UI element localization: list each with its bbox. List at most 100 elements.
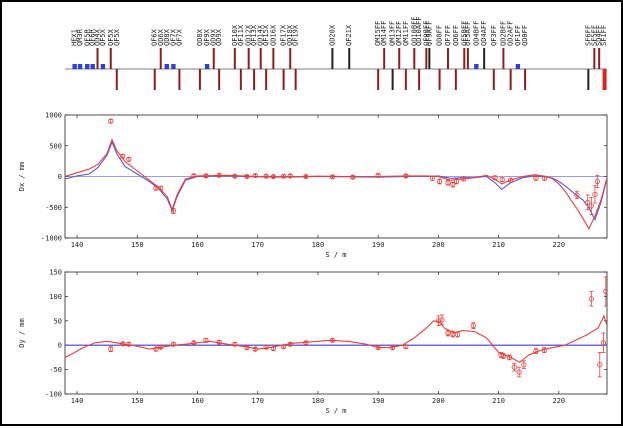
lattice-element xyxy=(428,48,431,69)
lattice-element xyxy=(72,64,77,69)
lattice-element xyxy=(398,48,401,69)
lattice-element-label: QD18X xyxy=(286,24,294,46)
lattice-element-label: QF5AFF xyxy=(464,21,472,46)
data-point xyxy=(588,296,594,302)
x-tick-label: 210 xyxy=(492,241,505,249)
lattice-element-label: QF13X xyxy=(250,24,258,46)
plot-area xyxy=(65,276,607,378)
data-point xyxy=(287,173,293,179)
data-point xyxy=(506,354,513,360)
x-tick-label: 180 xyxy=(312,397,325,405)
x-tick-label: 160 xyxy=(191,397,204,405)
data-point xyxy=(126,341,132,347)
data-point xyxy=(252,172,258,179)
lattice-element-label: QD4X xyxy=(94,28,102,46)
data-point xyxy=(541,347,547,353)
lattice-element-label: QD10AFF xyxy=(415,16,423,46)
lattice-element-label: QF15X xyxy=(262,24,270,46)
x-tick-label: 150 xyxy=(131,397,144,405)
lattice-element-label: QD6FF xyxy=(452,25,460,46)
data-point xyxy=(499,176,505,183)
lattice-element-label: QD2AFF xyxy=(507,21,515,46)
x-tick-label: 160 xyxy=(191,241,204,249)
lattice-element xyxy=(463,48,466,69)
lattice-element-label: QF19X xyxy=(292,24,300,46)
y-tick-label: 50 xyxy=(54,317,62,325)
lattice-element xyxy=(272,48,275,69)
data-point xyxy=(461,176,467,182)
lattice-element-label: QD10BFF xyxy=(410,16,418,46)
lattice-element xyxy=(454,69,457,90)
lattice-element-label: QD8X xyxy=(196,28,204,46)
lattice-element-label: QF5X xyxy=(99,28,107,46)
x-tick-label: 150 xyxy=(131,241,144,249)
lattice-element xyxy=(593,48,596,69)
data-point xyxy=(263,344,269,350)
lattice-element xyxy=(96,48,99,69)
y-tick-label: -100 xyxy=(45,391,62,399)
data-point xyxy=(153,346,159,352)
lattice-element-label: QF7FF xyxy=(444,25,452,46)
lattice-element xyxy=(204,64,210,69)
lattice-element xyxy=(331,48,334,69)
lattice-element-label: SD4FF xyxy=(595,25,603,46)
data-point xyxy=(281,344,287,350)
x-tick-label: 140 xyxy=(71,397,84,405)
data-point xyxy=(108,118,114,124)
x-tick-label: 190 xyxy=(372,397,385,405)
plot-frame xyxy=(64,271,608,395)
lattice-element-label: QF10X xyxy=(231,24,239,46)
lattice-end-marker xyxy=(602,69,607,90)
data-point xyxy=(541,175,547,181)
lattice-element-label: QD2BFF xyxy=(499,21,507,46)
y-tick-label: -1000 xyxy=(41,235,62,243)
x-tick-label: 170 xyxy=(251,241,264,249)
data-point xyxy=(533,348,539,354)
lattice-element-label: QF17X xyxy=(280,24,288,46)
data-point xyxy=(287,341,293,347)
data-point xyxy=(585,199,591,205)
dy-plot: 140 150 160 170 180 190 200 210 220 150 100 50 0 -50 -… xyxy=(18,269,608,415)
data-point xyxy=(574,192,580,198)
lattice-element xyxy=(218,69,221,90)
data-point xyxy=(158,185,164,191)
data-point xyxy=(263,173,269,179)
data-point xyxy=(603,288,607,295)
data-point xyxy=(450,331,456,337)
lattice-element xyxy=(265,69,268,90)
data-point xyxy=(203,337,209,343)
lattice-element-label: QD4BFF xyxy=(472,21,480,46)
lattice-element xyxy=(85,64,90,69)
x-axis-label: S / m xyxy=(325,407,346,415)
data-point xyxy=(126,156,132,162)
lattice-element-label: SF6FF xyxy=(584,25,592,46)
lattice-element-label: QF9X xyxy=(203,28,211,46)
lattice-element xyxy=(294,69,297,90)
data-point xyxy=(252,346,258,352)
lattice-element xyxy=(515,64,521,69)
lattice-element xyxy=(109,48,112,69)
lattice-element xyxy=(90,64,95,69)
lattice-element-label: QF5R xyxy=(83,28,91,46)
y-tick-label: 1000 xyxy=(45,112,62,120)
data-point xyxy=(170,208,176,214)
lattice-element-label: QF11X xyxy=(237,24,245,46)
lattice-element xyxy=(598,48,601,69)
lattice-element xyxy=(383,48,386,69)
lattice-element-label: QM14FF xyxy=(380,21,388,46)
data-point xyxy=(158,344,164,350)
data-point xyxy=(435,318,441,324)
lattice-element-label: QF9BFF xyxy=(422,21,430,46)
data-point xyxy=(470,323,476,329)
lattice-element-label: QF1FF xyxy=(514,25,522,46)
data-point xyxy=(244,345,250,351)
lattice-element xyxy=(282,69,285,90)
data-point xyxy=(439,317,445,323)
lattice-element-label: QD20X xyxy=(328,24,336,46)
data-point xyxy=(191,172,197,179)
data-point xyxy=(303,340,309,346)
lattice-element xyxy=(164,64,169,69)
lattice-element-label: QF5X xyxy=(107,28,115,46)
data-point xyxy=(436,178,443,185)
